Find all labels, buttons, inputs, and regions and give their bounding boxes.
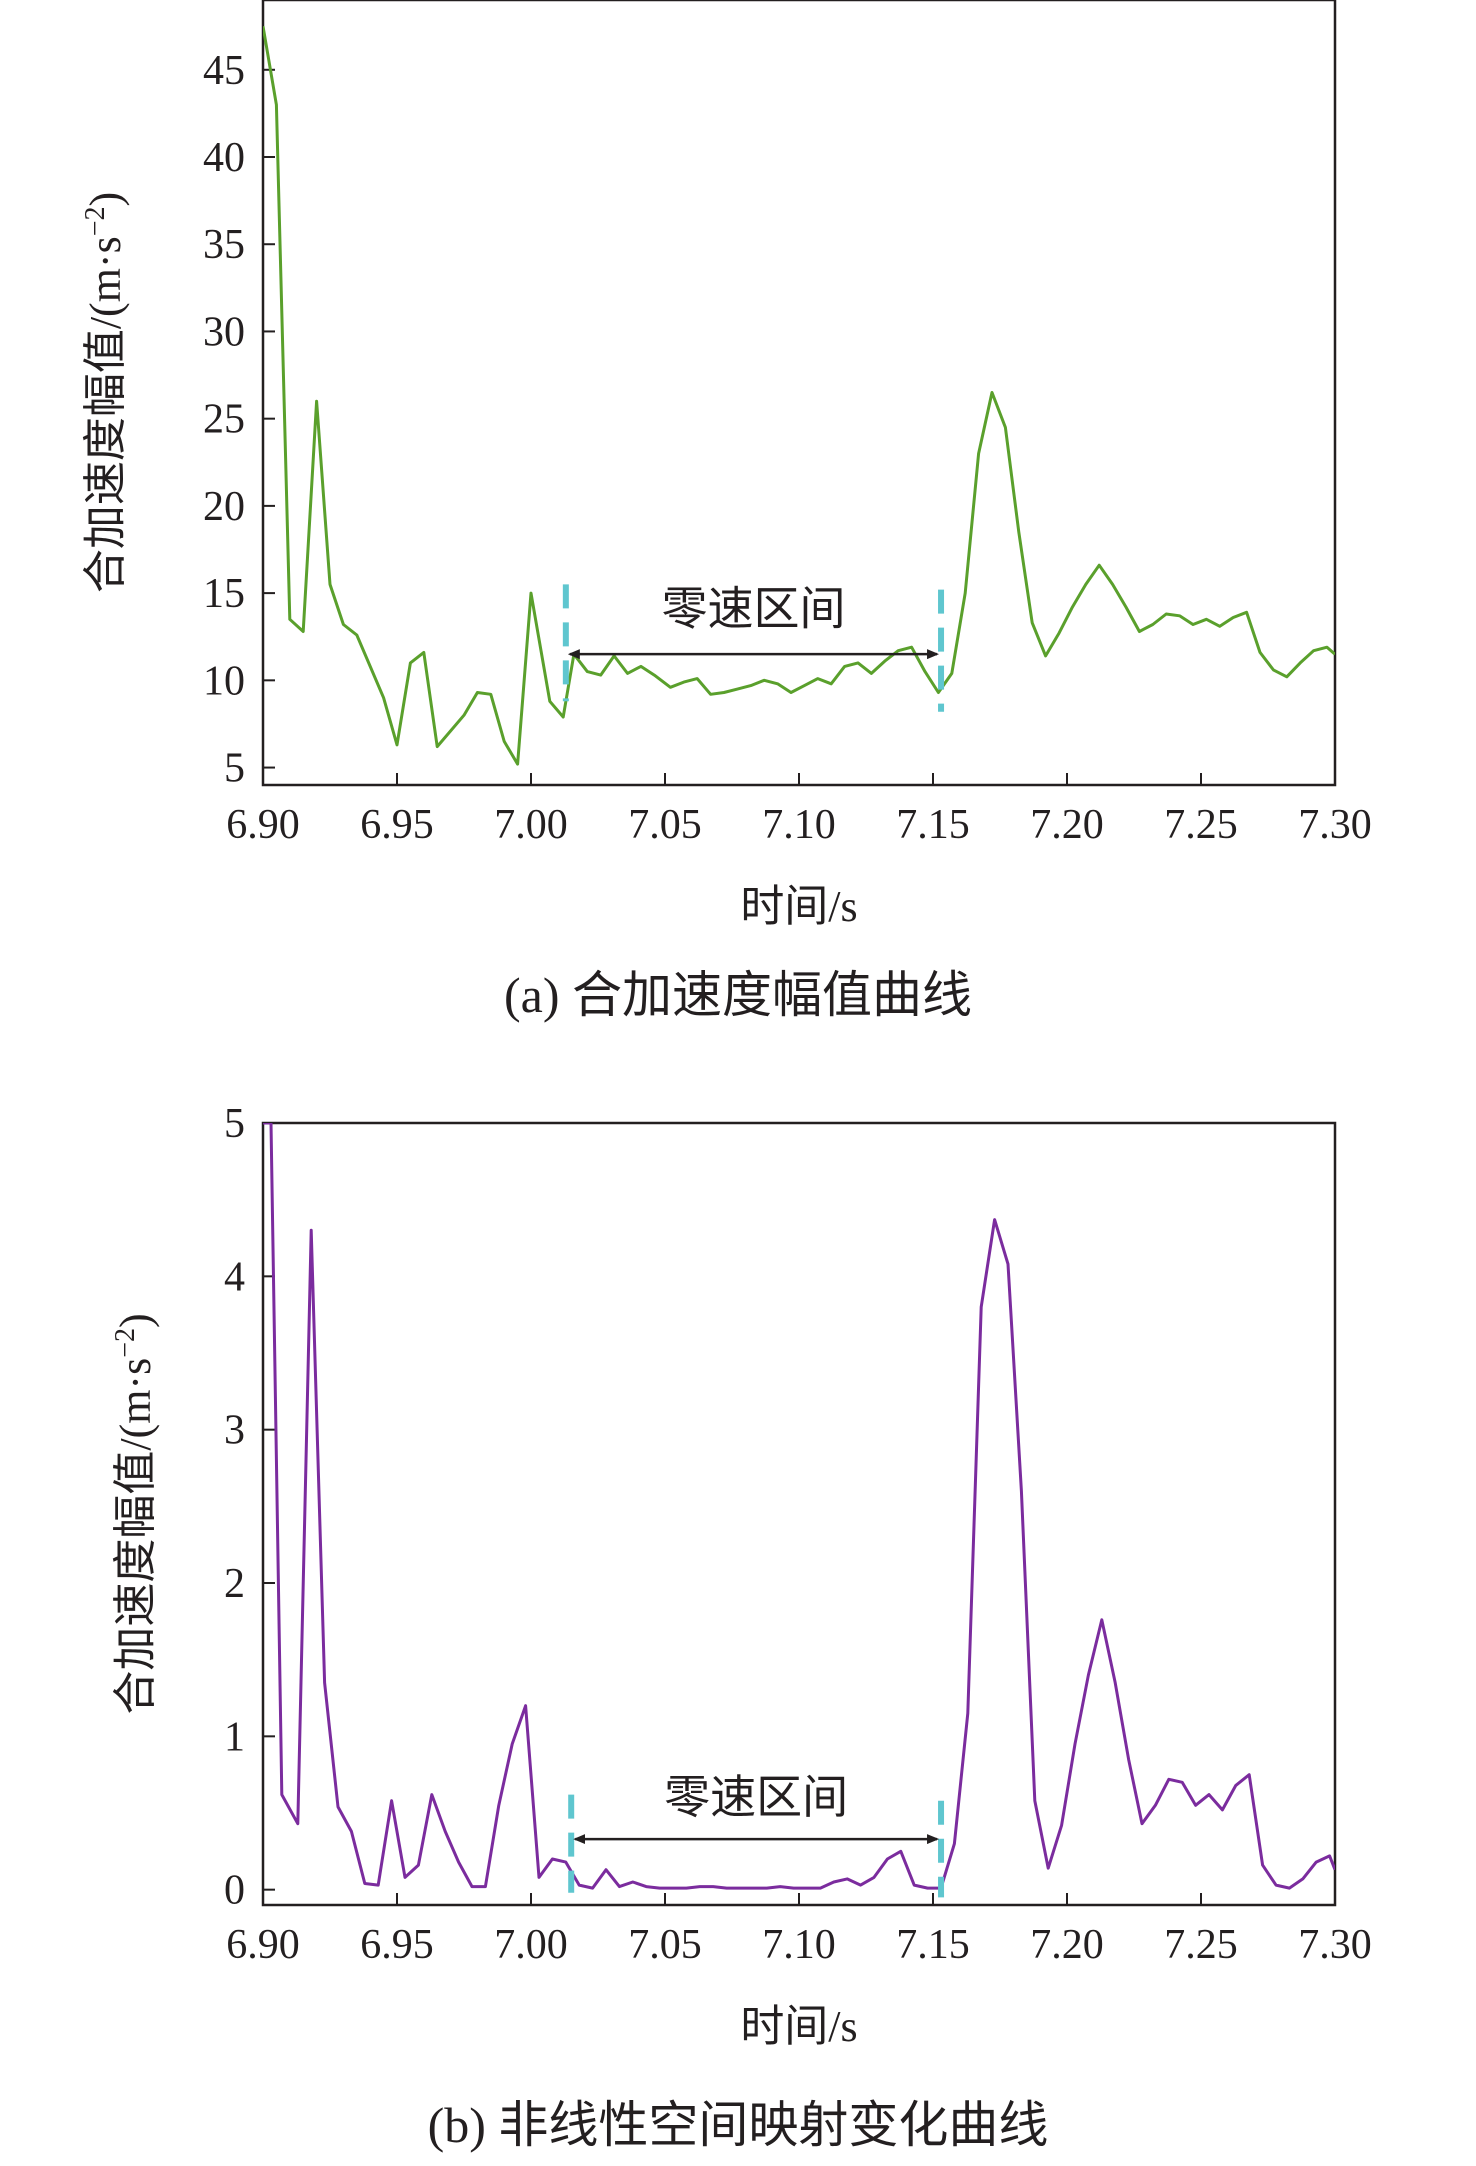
x-tick-label: 7.20 [1030, 1922, 1104, 1968]
y-tick-label: 40 [203, 135, 245, 181]
y-tick-label: 3 [224, 1408, 245, 1454]
x-tick-label: 7.25 [1164, 1922, 1238, 1968]
data-series-line [263, 25, 1335, 766]
y-tick-label: 4 [224, 1254, 245, 1300]
y-tick-label: 25 [203, 397, 245, 443]
x-tick-label: 7.30 [1298, 1922, 1372, 1968]
x-tick-label: 6.90 [226, 1922, 300, 1968]
x-tick-label: 7.10 [762, 1922, 836, 1968]
y-axis-title: 合加速度幅值/(m·s−2) [80, 192, 130, 593]
zero-velocity-label: 零速区间 [661, 584, 845, 635]
x-tick-label: 7.20 [1030, 802, 1104, 848]
x-axis-title: 时间/s [740, 882, 857, 931]
x-tick-label: 6.95 [360, 1922, 434, 1968]
x-tick-label: 7.15 [896, 1922, 970, 1968]
panel-b-chart: 6.90 6.95 7.00 7.05 7.10 7.15 7.20 7.25 7.30 0 1 2 3… [110, 1101, 1372, 2051]
x-tick-label: 7.25 [1164, 802, 1238, 848]
y-tick-label: 5 [224, 746, 245, 792]
plot-frame [261, 0, 1337, 787]
x-tick-label: 7.00 [494, 802, 568, 848]
x-tick-label: 6.90 [226, 802, 300, 848]
y-tick-label: 2 [224, 1561, 245, 1607]
x-tick-label: 7.10 [762, 802, 836, 848]
y-tick-label: 20 [203, 484, 245, 530]
x-axis-title: 时间/s [740, 2002, 857, 2051]
y-tick-label: 15 [203, 571, 245, 617]
x-tick-label: 7.00 [494, 1922, 568, 1968]
y-axis-title: 合加速度幅值/(m·s−2) [110, 1313, 160, 1714]
x-tick-label: 6.95 [360, 802, 434, 848]
x-tick-label: 7.05 [628, 802, 702, 848]
y-tick-label: 5 [224, 1101, 245, 1147]
y-tick-label: 35 [203, 222, 245, 268]
x-tick-label: 7.30 [1298, 802, 1372, 848]
x-tick-label: 7.05 [628, 1922, 702, 1968]
panel-a-chart: 6.90 6.95 7.00 7.05 7.10 7.15 7.20 7.25 7.30 5 10 1… [80, 0, 1372, 931]
data-series-line [263, 1123, 1335, 1890]
y-tick-label: 45 [203, 48, 245, 94]
x-tick-label: 7.15 [896, 802, 970, 848]
zero-velocity-label: 零速区间 [664, 1772, 848, 1823]
y-tick-label: 30 [203, 309, 245, 355]
caption-a: (a) 合加速度幅值曲线 [504, 967, 972, 1023]
y-tick-label: 1 [224, 1714, 245, 1760]
y-tick-label: 10 [203, 658, 245, 704]
y-tick-label: 0 [224, 1868, 245, 1914]
caption-b: (b) 非线性空间映射变化曲线 [427, 2097, 1049, 2153]
